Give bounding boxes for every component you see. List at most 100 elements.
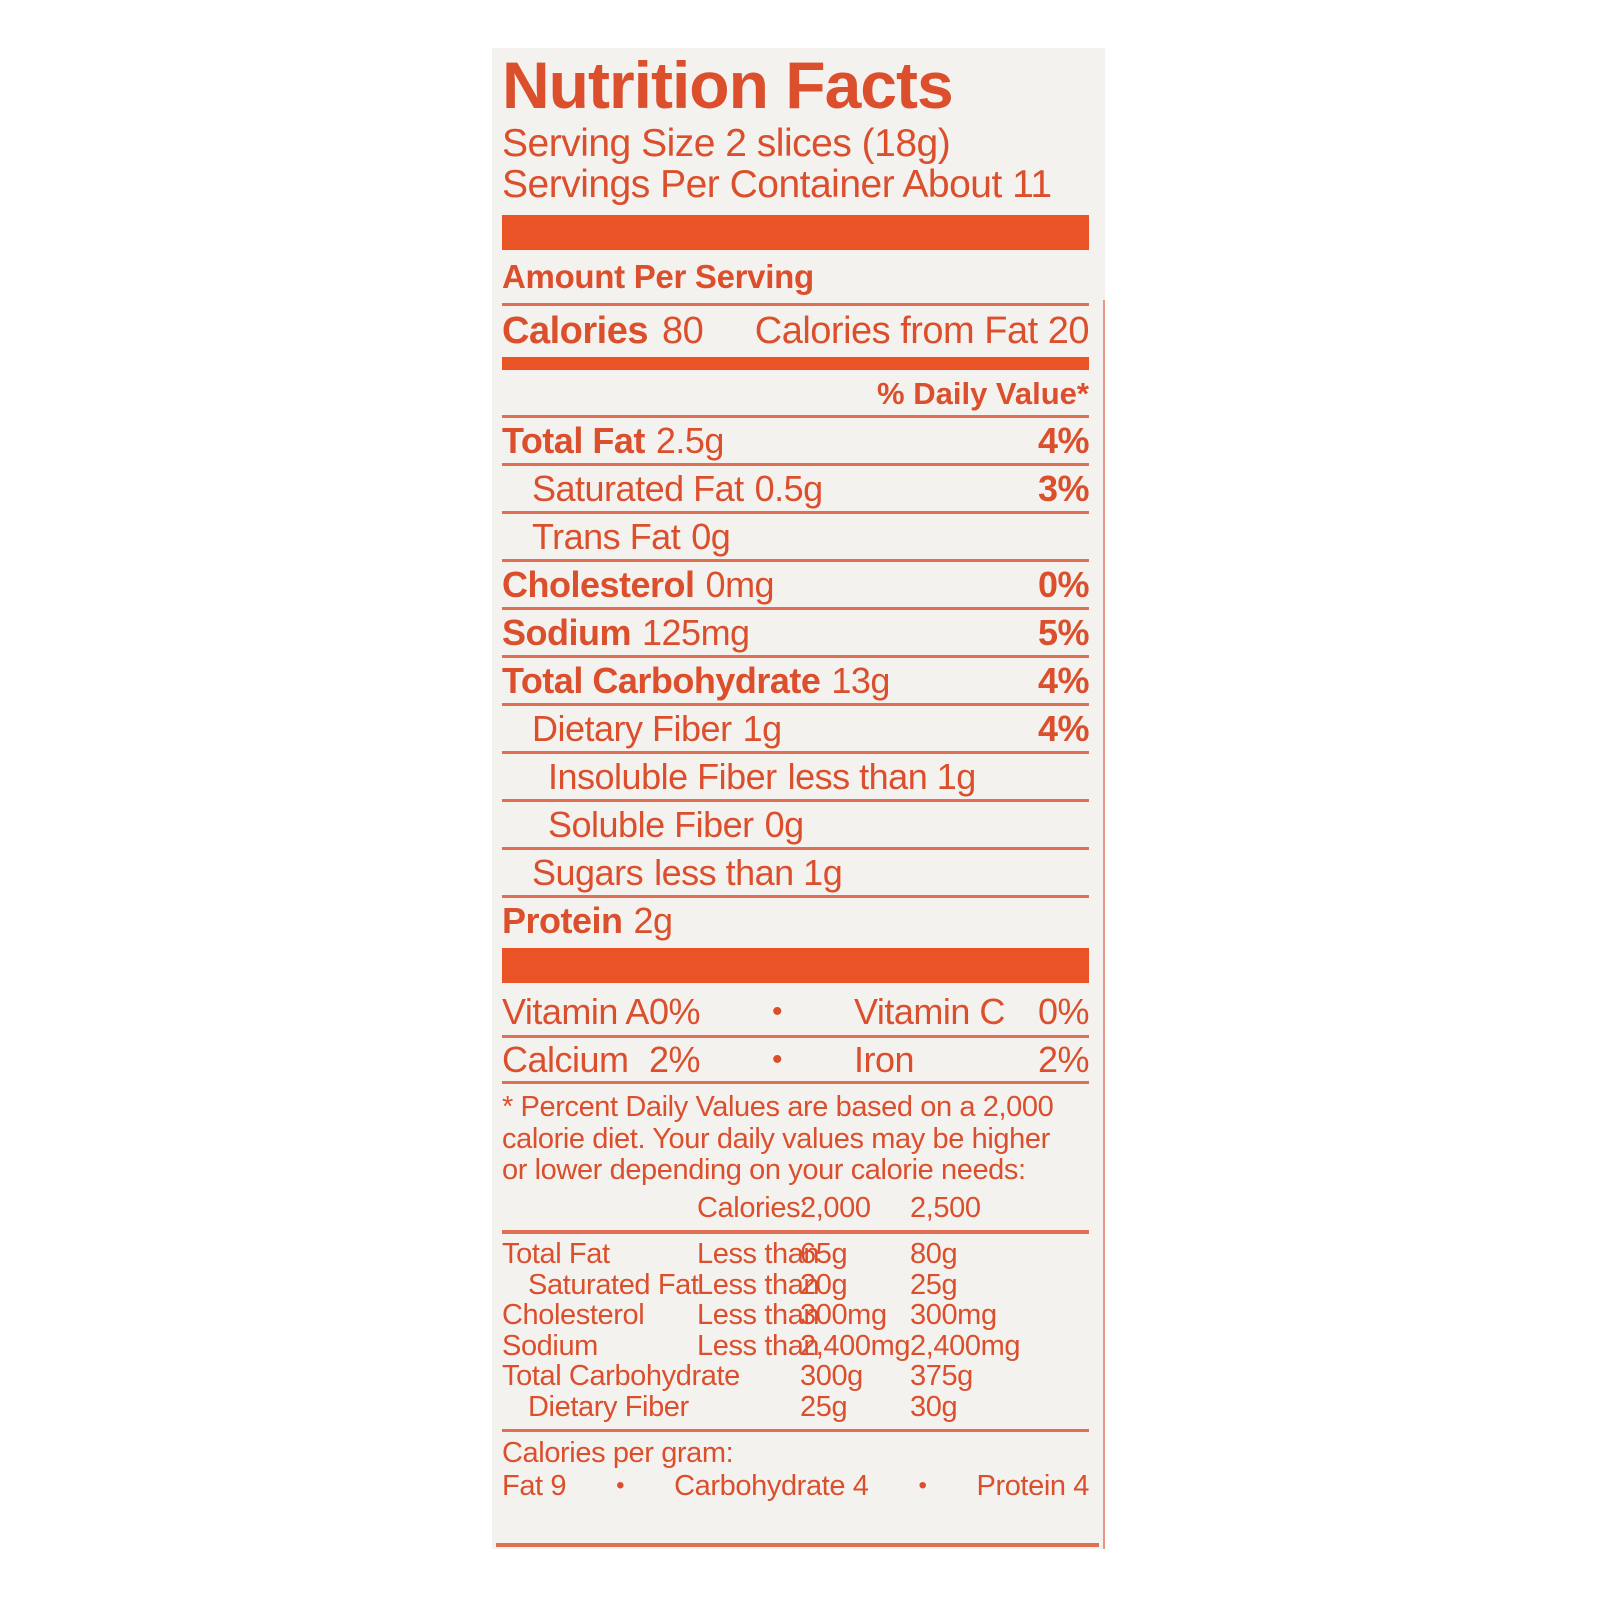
dv-table-row-label: Sodium [502,1329,598,1362]
vitamin-right-label: Vitamin C [854,991,1005,1032]
footnote-line: calorie diet. Your daily values may be h… [502,1122,1050,1155]
nutrient-daily-value: 0% [1037,563,1090,605]
nutrient-label: Cholesterol [502,563,695,605]
calories-per-gram-item: Carbohydrate 4 [674,1470,869,1502]
calories-per-gram: Calories per gram: Fat 9 • Carbohydrate 4 •… [502,1429,1089,1509]
dv-table-row-qualifier: Less than [697,1329,820,1362]
calories-per-gram-item: Fat 9 [502,1470,567,1502]
dv-table-col-2000: 2,000 [800,1191,871,1224]
nutrient-value: 2.5g [655,419,725,461]
label-content: Nutrition Facts Serving Size 2 slices (1… [502,48,1090,1509]
nutrient-daily-value: 3% [1037,467,1090,509]
bullet-separator: • [918,1472,927,1499]
footnote: * Percent Daily Values are based on a 2,… [502,1081,1089,1187]
nutrient-row: Sodium 125mg 5% [502,607,1090,655]
label-bottom-rule [496,1543,1099,1547]
dv-table-row: Dietary Fiber 25g 30g [502,1390,1089,1423]
nutrient-daily-value: 4% [1037,659,1090,701]
vitamin-left-value: 0% [648,991,701,1032]
vitamin-row: Calcium 2% • Iron 2% [502,1035,1090,1081]
nutrient-label: Soluble Fiber [548,803,754,845]
calories-cell: Calories 80 [502,310,704,352]
dv-table-row-qualifier: Less than [697,1268,820,1301]
nutrient-label: Insoluble Fiber [548,755,777,797]
calories-value: 80 [661,310,704,352]
dv-table-row-label: Cholesterol [502,1299,645,1331]
nutrient-label: Protein [502,899,623,941]
bullet-separator: • [771,995,783,1028]
nutrient-row: Sugars less than 1g [502,847,1089,895]
nutrient-label: Total Fat [502,419,645,461]
nutrient-value: 125mg [642,611,750,653]
vitamin-left-cell: Calcium 2% [502,1038,701,1081]
label-right-border [1103,300,1105,1549]
nutrient-rows: Total Fat 2.5g 4% Saturated Fat 0.5g 3% … [502,415,1090,943]
calories-per-gram-title: Calories per gram: [502,1437,734,1469]
separator-bar-thick-bottom [502,948,1089,983]
separator-bar-thick-top [502,215,1089,250]
nutrient-row: Protein 2g [502,895,1089,943]
bullet-separator: • [616,1472,625,1499]
nutrient-label: Saturated Fat [532,467,744,509]
dv-table-row-label: Total Fat [502,1238,610,1270]
dv-table-calories-label: Calories: [697,1191,808,1224]
dv-table-row: Cholesterol Less than 300mg 300mg [502,1300,1089,1331]
nutrient-value: 0mg [705,563,775,605]
dv-table-row-label: Saturated Fat [528,1268,699,1301]
dv-table-row-value-2500: 300mg [910,1299,997,1331]
vitamin-left-label: Vitamin A [502,991,649,1032]
bullet-separator: • [771,1042,783,1076]
nutrient-value: less than 1g [654,851,843,893]
dv-table-row-qualifier [697,1361,800,1392]
dv-table-row: Sodium Less than 2,400mg 2,400mg [502,1329,1089,1362]
nutrient-daily-value: 4% [1037,707,1090,749]
nutrient-label: Sugars [532,851,644,893]
dv-table-header: Calories: 2,000 2,500 [502,1191,1089,1231]
calories-per-gram-row: Fat 9 • Carbohydrate 4 • Protein 4 [502,1471,1089,1501]
dv-table-row-value-2500: 25g [910,1268,958,1301]
dv-table-row-value-2000: 65g [800,1238,848,1270]
nutrition-facts-label: Nutrition Facts Serving Size 2 slices (1… [492,48,1105,1549]
dv-table-row-qualifier: Less than [697,1299,820,1331]
amount-per-serving-heading: Amount Per Serving [502,258,814,295]
dv-table-row-value-2500: 2,400mg [910,1329,1021,1362]
dv-table-row: Total Carbohydrate 300g 375g [502,1361,1089,1392]
dv-table-row-qualifier [697,1392,800,1423]
nutrient-row: Soluble Fiber 0g [502,799,1089,847]
calories-from-fat: Calories from Fat 20 [754,310,1090,352]
nutrient-value: 1g [742,707,783,749]
calories-row: Calories 80 Calories from Fat 20 [502,303,1090,357]
nutrient-row: Total Fat 2.5g 4% [502,415,1090,463]
vitamin-right-value: 0% [1037,991,1090,1032]
vitamin-rows: Vitamin A 0% • Vitamin C 0% Calcium 2% •… [502,989,1090,1081]
label-title: Nutrition Facts [502,48,954,122]
daily-value-header: % Daily Value* [877,376,1089,411]
nutrient-label: Dietary Fiber [532,707,732,749]
vitamin-right-cell: Iron 2% [854,1038,1090,1081]
dv-table-row-value-2500: 375g [910,1360,973,1392]
vitamin-right-value: 2% [1037,1038,1090,1080]
dv-table-row-value-2000: 300g [800,1360,863,1392]
dv-table-row-label: Dietary Fiber [528,1390,689,1423]
footnote-line: or lower depending on your calorie needs… [502,1154,1026,1186]
nutrient-row: Cholesterol 0mg 0% [502,559,1090,607]
nutrient-value: 2g [633,899,674,941]
vitamin-right-label: Iron [854,1038,915,1080]
footnote-line: * Percent Daily Values are based on a 2,… [502,1091,1054,1123]
dv-table: Total Fat Less than 65g 80g Saturated Fa… [502,1230,1089,1429]
nutrient-value: 0.5g [754,467,824,509]
nutrient-value: less than 1g [787,755,977,797]
nutrient-daily-value: 5% [1037,611,1090,653]
dv-table-col-2500: 2,500 [910,1191,981,1224]
nutrient-value: 13g [831,659,890,701]
servings-per-container: Servings Per Container About 11 [502,163,1052,206]
nutrient-row: Total Carbohydrate 13g 4% [502,655,1090,703]
vitamin-left-value: 2% [648,1038,701,1080]
nutrient-daily-value: 4% [1037,419,1090,461]
dv-table-row-value-2000: 300mg [800,1299,887,1331]
nutrient-row: Dietary Fiber 1g 4% [502,703,1090,751]
dv-table-row-value-2000: 2,400mg [800,1329,911,1362]
nutrient-row: Saturated Fat 0.5g 3% [502,463,1090,511]
calories-label: Calories [502,310,648,352]
separator-bar-medium [502,357,1089,370]
